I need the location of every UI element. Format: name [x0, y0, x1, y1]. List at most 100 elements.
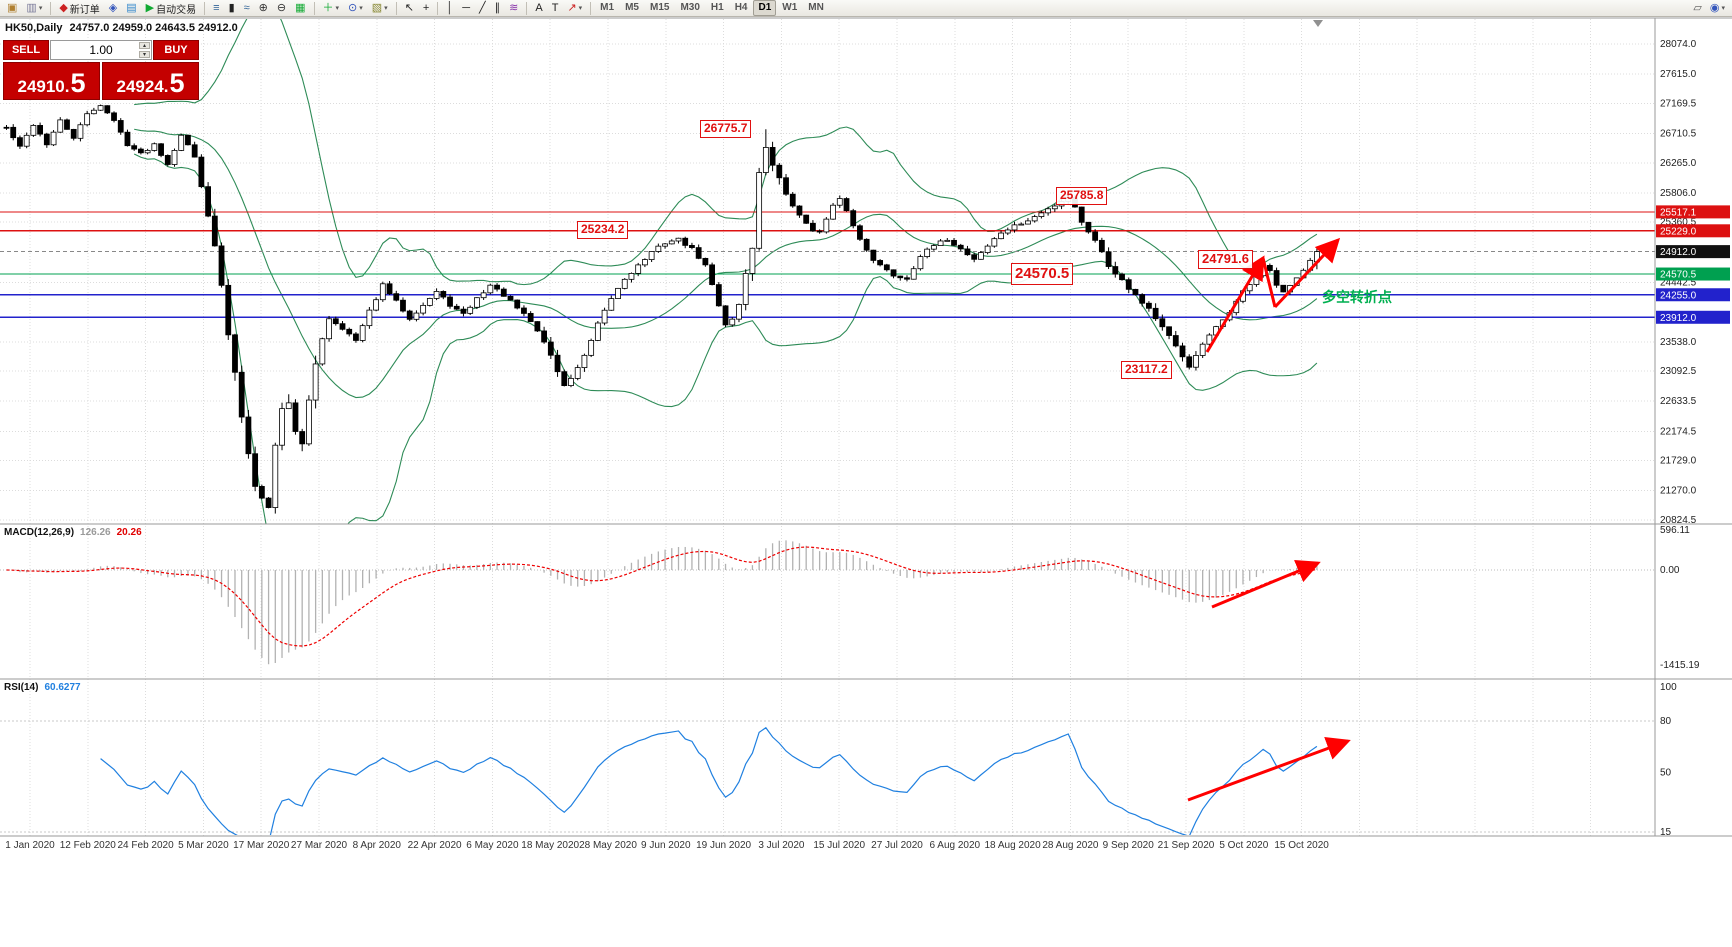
buy-button[interactable]: BUY [153, 40, 199, 60]
timeframe-mn[interactable]: MN [808, 2, 824, 13]
buy-price-button[interactable]: 24924. 5 [102, 62, 199, 100]
timeframe-m15[interactable]: M15 [649, 2, 670, 13]
volume-field[interactable]: 1.00 ▴ ▾ [50, 40, 152, 60]
price-annotation-label[interactable]: 24791.6 [1198, 250, 1253, 269]
autotrading[interactable]: ▶ 自动交易 [142, 0, 200, 17]
profiles[interactable]: ▥ ▾ [22, 0, 46, 17]
fibonacci-tool[interactable]: ≋ [505, 0, 522, 17]
label-tool[interactable]: T [548, 0, 563, 17]
crosshair-tool[interactable]: + [419, 0, 433, 17]
zoom-in[interactable]: ⊕ [255, 0, 272, 17]
svg-text:50: 50 [1660, 767, 1672, 778]
vertical-line-tool[interactable]: │ [442, 0, 457, 17]
price-axis[interactable]: 28074.0 27615.0 27169.5 26710.5 26265.0 25806… [1656, 39, 1730, 838]
periods-menu-icon: ⊙ [348, 1, 358, 14]
indicators-menu[interactable]: ＋ ▾ [319, 0, 344, 17]
sell-price-button[interactable]: 24910. 5 [3, 62, 100, 100]
svg-text:5 Oct 2020: 5 Oct 2020 [1219, 840, 1268, 851]
line-chart-mode[interactable]: ≈ [240, 0, 254, 17]
timeframe-h1[interactable]: H1 [710, 2, 724, 13]
svg-text:27615.0: 27615.0 [1660, 69, 1697, 80]
svg-text:6 May 2020: 6 May 2020 [466, 840, 519, 851]
spinner-down-icon[interactable]: ▾ [139, 51, 150, 58]
help-icon[interactable]: ◉ ▾ [1706, 0, 1729, 17]
candlesticks [3, 104, 1320, 514]
timeframe-h4[interactable]: H4 [734, 2, 748, 13]
fibonacci-tool-icon: ≋ [509, 1, 519, 14]
time-axis[interactable]: 1 Jan 2020 12 Feb 2020 24 Feb 2020 5 Mar 20… [5, 840, 1329, 851]
timeframe-w1[interactable]: W1 [782, 2, 798, 13]
text-tool-icon: A [535, 1, 543, 14]
chevron-down-icon: ▾ [578, 5, 583, 12]
svg-text:22174.5: 22174.5 [1660, 426, 1697, 437]
timeframe-m5[interactable]: M5 [625, 2, 639, 13]
line-chart-mode-icon: ≈ [243, 1, 250, 14]
svg-text:80: 80 [1660, 716, 1672, 727]
new-order[interactable]: ◆ 新订单 [55, 0, 103, 17]
price-annotation-label[interactable]: 26775.7 [700, 120, 752, 138]
indicators-menu-icon: ＋ [322, 1, 334, 14]
candlestick-mode[interactable]: ▮ [225, 0, 239, 17]
timeframe-m30[interactable]: M30 [680, 2, 700, 13]
panel-separators [0, 17, 1732, 837]
price-annotation-label[interactable]: 24570.5 [1011, 263, 1074, 285]
svg-text:28 Aug 2020: 28 Aug 2020 [1042, 840, 1099, 851]
new-chart[interactable]: ▣ [3, 0, 21, 17]
arrows-tool-icon: ↗ [567, 1, 577, 14]
svg-text:100: 100 [1660, 682, 1677, 693]
autotrading-icon: ▶ [145, 1, 155, 14]
svg-text:24442.5: 24442.5 [1660, 277, 1697, 288]
arrows-tool[interactable]: ↗ ▾ [563, 0, 586, 17]
shift-marker [1313, 20, 1323, 27]
timeframe-d1[interactable]: D1 [753, 0, 777, 16]
timeframe-m1[interactable]: M1 [600, 2, 615, 13]
zoom-in-icon: ⊕ [258, 1, 268, 14]
bar-chart-mode[interactable]: ≡ [209, 0, 223, 17]
toolbar-separator [204, 1, 206, 15]
new-order-label: 新订单 [69, 4, 100, 16]
channel-tool[interactable]: ∥ [491, 0, 505, 17]
price-annotation-label[interactable]: 25785.8 [1056, 187, 1108, 205]
svg-text:25360.5: 25360.5 [1660, 217, 1697, 228]
svg-text:26710.5: 26710.5 [1660, 129, 1697, 140]
tile-windows[interactable]: ▦ [291, 0, 309, 17]
new-chart-icon: ▣ [7, 1, 18, 14]
svg-text:18 May 2020: 18 May 2020 [521, 840, 579, 851]
svg-text:20824.5: 20824.5 [1660, 515, 1697, 526]
periods-menu[interactable]: ⊙ ▾ [344, 0, 367, 17]
turning-point-text[interactable]: 多空转折点 [1322, 289, 1392, 305]
help-icon-icon: ◉ [1709, 1, 1720, 14]
zoom-out-icon: ⊖ [276, 1, 287, 14]
depth-of-market[interactable]: ◈ [105, 0, 121, 17]
svg-text:25229.0: 25229.0 [1660, 226, 1697, 237]
volume-spinner[interactable]: ▴ ▾ [139, 42, 150, 58]
trendline-tool[interactable]: ╱ [475, 0, 490, 17]
symbol-period-label: HK50,Daily [5, 22, 63, 34]
price-annotation-label[interactable]: 23117.2 [1121, 361, 1172, 379]
horizontal-line-tool[interactable]: ─ [458, 0, 474, 17]
sell-button[interactable]: SELL [3, 40, 49, 60]
price-annotation-label[interactable]: 25234.2 [577, 221, 629, 239]
market-watch[interactable]: ▤ [122, 0, 140, 17]
svg-text:9 Sep 2020: 9 Sep 2020 [1103, 840, 1155, 851]
window-icon[interactable]: ▱ [1689, 0, 1705, 17]
zoom-out[interactable]: ⊖ [273, 0, 290, 17]
text-tool[interactable]: A [531, 0, 546, 17]
svg-text:24912.0: 24912.0 [1660, 247, 1697, 258]
ohlc-values: 24757.0 24959.0 24643.5 24912.0 [69, 22, 238, 34]
svg-text:15 Oct 2020: 15 Oct 2020 [1274, 840, 1329, 851]
svg-text:17 Mar 2020: 17 Mar 2020 [233, 840, 290, 851]
spinner-up-icon[interactable]: ▴ [139, 42, 150, 49]
toolbar-separator [50, 1, 52, 15]
tile-windows-icon: ▦ [295, 1, 306, 14]
trendline-tool-icon: ╱ [479, 1, 486, 14]
templates-menu[interactable]: ▧ ▾ [368, 0, 392, 17]
svg-text:22 Apr 2020: 22 Apr 2020 [408, 840, 462, 851]
macd-name: MACD(12,26,9) [4, 527, 75, 538]
toolbar-right-group: ▱ ◉ ▾ [1689, 0, 1729, 17]
svg-text:27 Mar 2020: 27 Mar 2020 [291, 840, 348, 851]
cursor-tool[interactable]: ↖ [401, 0, 418, 17]
svg-text:8 Apr 2020: 8 Apr 2020 [353, 840, 402, 851]
toolbar-separator [313, 1, 315, 15]
